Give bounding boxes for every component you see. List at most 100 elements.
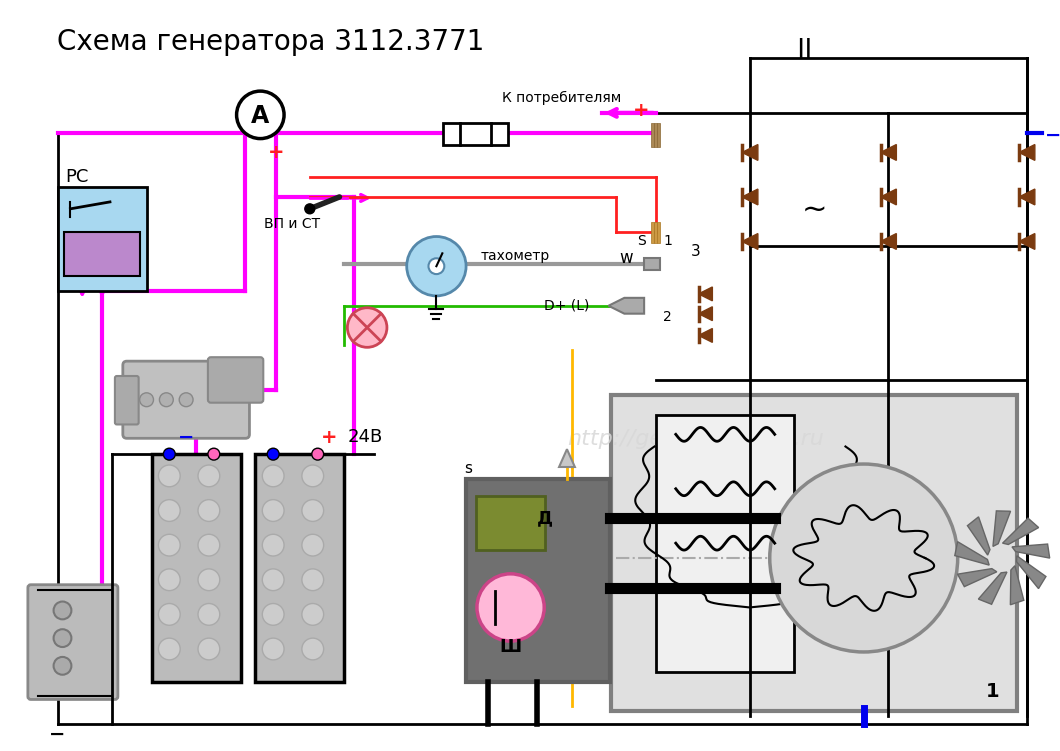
Circle shape bbox=[158, 569, 180, 590]
Polygon shape bbox=[1012, 544, 1049, 558]
Bar bbox=[657, 122, 660, 147]
Circle shape bbox=[159, 393, 173, 406]
Polygon shape bbox=[742, 144, 758, 161]
Bar bbox=[654, 122, 657, 147]
Circle shape bbox=[208, 448, 219, 460]
Polygon shape bbox=[1017, 556, 1046, 589]
Text: ~: ~ bbox=[801, 195, 827, 225]
Circle shape bbox=[54, 657, 71, 674]
Bar bbox=[476, 496, 545, 550]
Polygon shape bbox=[559, 449, 575, 467]
Circle shape bbox=[54, 602, 71, 620]
Circle shape bbox=[54, 629, 71, 647]
Circle shape bbox=[236, 91, 284, 139]
Circle shape bbox=[267, 448, 279, 460]
Text: +: + bbox=[321, 428, 338, 447]
Text: ||: || bbox=[796, 38, 813, 59]
Circle shape bbox=[428, 258, 444, 274]
FancyBboxPatch shape bbox=[208, 357, 263, 403]
Circle shape bbox=[302, 569, 323, 590]
Bar bbox=[612, 395, 1017, 711]
Bar bbox=[255, 454, 344, 682]
Bar bbox=[654, 222, 657, 243]
Bar bbox=[657, 222, 660, 243]
Text: Ш: Ш bbox=[499, 638, 522, 656]
Text: http://genrem.narod.ru: http://genrem.narod.ru bbox=[567, 430, 824, 449]
Polygon shape bbox=[993, 511, 1010, 547]
Circle shape bbox=[262, 465, 284, 487]
Bar bbox=[65, 231, 140, 276]
Circle shape bbox=[407, 237, 466, 296]
Text: −: − bbox=[1045, 126, 1060, 145]
Polygon shape bbox=[1010, 566, 1024, 605]
Polygon shape bbox=[1019, 144, 1035, 161]
Text: РС: РС bbox=[66, 168, 89, 186]
Polygon shape bbox=[699, 306, 712, 321]
Text: 24В: 24В bbox=[348, 428, 383, 446]
Circle shape bbox=[179, 393, 193, 406]
Circle shape bbox=[262, 604, 284, 626]
Circle shape bbox=[198, 465, 219, 487]
Polygon shape bbox=[699, 287, 712, 301]
Circle shape bbox=[348, 308, 387, 347]
Bar bbox=[152, 454, 241, 682]
Bar bbox=[466, 479, 609, 682]
Polygon shape bbox=[1019, 234, 1035, 249]
Circle shape bbox=[198, 604, 219, 626]
Circle shape bbox=[198, 499, 219, 521]
Text: S: S bbox=[637, 234, 646, 249]
FancyBboxPatch shape bbox=[114, 376, 139, 424]
Circle shape bbox=[163, 448, 175, 460]
Text: +: + bbox=[633, 101, 650, 120]
Circle shape bbox=[302, 638, 323, 660]
Circle shape bbox=[302, 465, 323, 487]
Circle shape bbox=[262, 534, 284, 556]
Bar bbox=[644, 258, 660, 270]
Polygon shape bbox=[1003, 518, 1039, 544]
Text: A: A bbox=[251, 104, 269, 128]
Circle shape bbox=[302, 534, 323, 556]
Circle shape bbox=[158, 465, 180, 487]
Polygon shape bbox=[978, 572, 1007, 605]
Text: s: s bbox=[464, 461, 472, 476]
Circle shape bbox=[198, 569, 219, 590]
Bar bbox=[651, 122, 654, 147]
FancyBboxPatch shape bbox=[28, 585, 118, 699]
Bar bbox=[57, 187, 146, 291]
Text: 3: 3 bbox=[691, 244, 701, 259]
Polygon shape bbox=[699, 328, 712, 342]
Polygon shape bbox=[881, 144, 897, 161]
Text: ВП и СТ: ВП и СТ bbox=[264, 216, 320, 231]
Circle shape bbox=[262, 569, 284, 590]
Circle shape bbox=[158, 499, 180, 521]
Polygon shape bbox=[881, 234, 897, 249]
Polygon shape bbox=[957, 569, 996, 587]
Circle shape bbox=[158, 534, 180, 556]
Bar bbox=[443, 122, 508, 144]
Circle shape bbox=[477, 574, 544, 641]
Text: Д: Д bbox=[537, 509, 553, 527]
Text: 2: 2 bbox=[664, 309, 672, 324]
Circle shape bbox=[158, 604, 180, 626]
Circle shape bbox=[262, 499, 284, 521]
Polygon shape bbox=[608, 298, 644, 314]
Polygon shape bbox=[955, 541, 989, 565]
Polygon shape bbox=[881, 189, 897, 205]
Circle shape bbox=[302, 499, 323, 521]
Text: +: + bbox=[268, 143, 284, 162]
Text: 1: 1 bbox=[664, 234, 672, 249]
FancyBboxPatch shape bbox=[123, 361, 249, 439]
Polygon shape bbox=[1019, 189, 1035, 205]
Polygon shape bbox=[968, 517, 990, 555]
Polygon shape bbox=[742, 189, 758, 205]
Text: 1: 1 bbox=[986, 682, 1000, 701]
Circle shape bbox=[305, 204, 315, 214]
Bar bbox=[656, 415, 795, 671]
Circle shape bbox=[198, 638, 219, 660]
Polygon shape bbox=[742, 234, 758, 249]
Circle shape bbox=[158, 638, 180, 660]
Circle shape bbox=[140, 393, 154, 406]
Text: −: − bbox=[50, 725, 66, 743]
Text: тахометр: тахометр bbox=[481, 249, 550, 264]
Text: D+ (L): D+ (L) bbox=[544, 299, 589, 312]
